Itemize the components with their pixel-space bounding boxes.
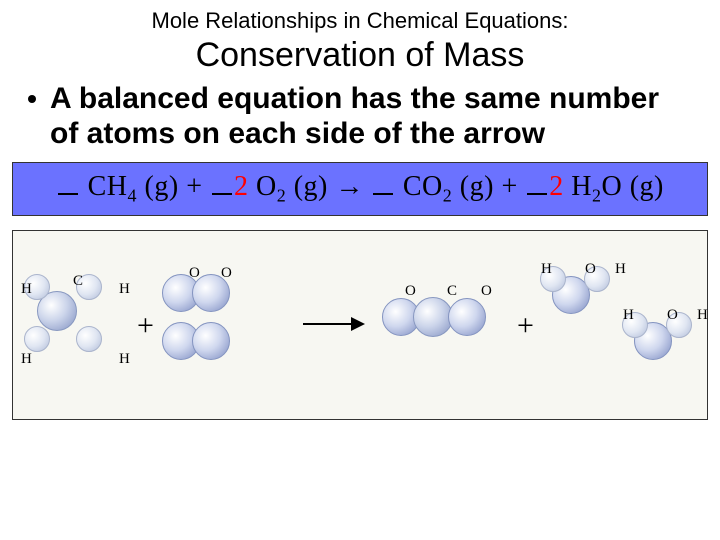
atom-label: O — [585, 261, 596, 278]
atom-label: O — [667, 307, 678, 324]
atom-label: H — [623, 307, 634, 324]
diagram-plus: + — [137, 309, 154, 343]
bullet-dot-icon — [28, 95, 36, 103]
diagram-plus: + — [517, 309, 534, 343]
coef-4: 2 — [549, 171, 564, 202]
atom-label: O — [481, 283, 492, 300]
plus-1: + — [186, 171, 202, 202]
coef-blank-3 — [373, 193, 393, 195]
term-ch4: CH4 (g) — [88, 171, 179, 202]
atom-label: H — [21, 351, 32, 368]
atom-label: H — [21, 281, 32, 298]
diagram-arrow-icon — [303, 323, 363, 325]
coef-blank-4 — [527, 193, 547, 195]
molecule-diagram: H H H H C O O O C O H O H H O H + + — [12, 230, 708, 420]
atom-label: O — [189, 265, 200, 282]
atom-c — [413, 297, 453, 337]
plus-2: + — [501, 171, 517, 202]
atom-label: H — [615, 261, 626, 278]
coef-blank-2 — [212, 193, 232, 195]
equation-strip: CH4 (g) + 2 O2 (g) → CO2 (g) + 2 H2O (g) — [12, 162, 708, 216]
atom-label: C — [73, 273, 83, 290]
slide-pretitle: Mole Relationships in Chemical Equations… — [0, 0, 720, 34]
chemical-equation: CH4 (g) + 2 O2 (g) → CO2 (g) + 2 H2O (g) — [56, 171, 664, 207]
atom-label: H — [119, 351, 130, 368]
atom-o — [192, 322, 230, 360]
slide-title: Conservation of Mass — [0, 34, 720, 75]
atom-h — [76, 326, 102, 352]
atom-label: H — [541, 261, 552, 278]
coef-2: 2 — [234, 171, 249, 202]
atom-label: C — [447, 283, 457, 300]
atom-label: H — [697, 307, 708, 324]
atom-label: O — [221, 265, 232, 282]
atom-h — [24, 326, 50, 352]
bullet-text: A balanced equation has the same number … — [50, 81, 692, 152]
coef-blank-1 — [58, 193, 78, 195]
atom-label: O — [405, 283, 416, 300]
atom-label: H — [119, 281, 130, 298]
bullet-list: A balanced equation has the same number … — [0, 75, 720, 152]
term-co2: CO2 (g) — [403, 171, 494, 202]
bullet-item: A balanced equation has the same number … — [28, 81, 692, 152]
term-o2: O2 (g) — [256, 171, 328, 202]
reaction-arrow: → — [335, 171, 364, 202]
term-h2o: H2O (g) — [571, 171, 664, 202]
atom-o — [448, 298, 486, 336]
